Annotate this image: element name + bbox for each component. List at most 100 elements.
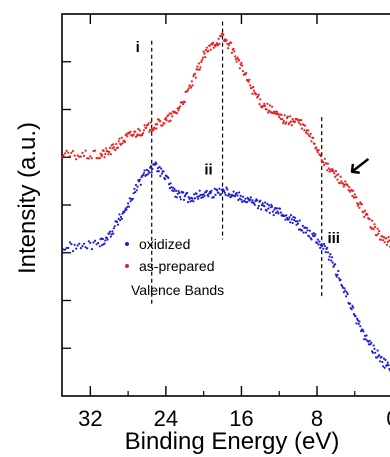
- data-point: [287, 218, 290, 221]
- data-point: [227, 47, 230, 50]
- data-point: [116, 223, 119, 226]
- data-point: [316, 238, 319, 241]
- data-point: [321, 243, 324, 247]
- data-point: [143, 124, 146, 127]
- data-point: [218, 187, 221, 190]
- data-point: [101, 153, 104, 157]
- data-point: [101, 237, 104, 241]
- data-point: [351, 194, 354, 198]
- data-point: [198, 68, 201, 71]
- data-point: [205, 46, 208, 49]
- data-point: [94, 239, 97, 242]
- data-point: [338, 182, 341, 185]
- data-point: [357, 203, 360, 206]
- data-point: [111, 230, 114, 233]
- data-point: [139, 183, 142, 186]
- data-point: [217, 191, 220, 195]
- data-point: [385, 363, 389, 367]
- data-point: [331, 261, 334, 264]
- data-point: [162, 170, 165, 173]
- data-point: [125, 208, 128, 211]
- data-point: [98, 245, 101, 248]
- data-point: [103, 242, 106, 245]
- data-point: [370, 227, 373, 230]
- data-point: [331, 168, 334, 171]
- data-point: [272, 214, 275, 217]
- data-point: [182, 103, 185, 106]
- data-point: [135, 189, 138, 192]
- data-point: [249, 198, 252, 201]
- data-point: [285, 121, 288, 124]
- data-point: [337, 269, 340, 273]
- data-point: [86, 157, 89, 160]
- data-point: [262, 104, 265, 107]
- data-point: [233, 50, 236, 53]
- data-point: [300, 229, 304, 232]
- data-point: [225, 39, 228, 42]
- data-point: [263, 205, 266, 208]
- data-point: [289, 120, 293, 123]
- data-point: [265, 209, 268, 212]
- data-point: [335, 174, 338, 177]
- data-point: [193, 197, 197, 200]
- data-point: [289, 115, 292, 118]
- data-point: [351, 304, 354, 307]
- data-point: [330, 259, 333, 262]
- data-point: [182, 198, 186, 201]
- data-point: [343, 287, 346, 290]
- data-point: [280, 113, 283, 116]
- data-point: [117, 140, 120, 143]
- data-point: [207, 49, 210, 52]
- data-point: [348, 186, 351, 189]
- data-point: [333, 172, 336, 175]
- data-point: [378, 360, 382, 363]
- data-point: [145, 168, 149, 171]
- data-point: [232, 190, 235, 193]
- data-point: [78, 242, 81, 245]
- data-point: [186, 89, 189, 92]
- data-point: [363, 338, 366, 341]
- data-point: [228, 193, 231, 196]
- data-point: [191, 197, 194, 200]
- data-point: [385, 237, 388, 240]
- data-point: [223, 189, 226, 193]
- data-point: [164, 178, 167, 181]
- data-point: [271, 205, 274, 208]
- data-point: [177, 109, 180, 112]
- data-point: [377, 232, 380, 235]
- data-point: [302, 231, 305, 234]
- data-point: [112, 143, 115, 146]
- data-point: [125, 133, 128, 136]
- data-point: [112, 146, 115, 149]
- data-point: [291, 221, 294, 225]
- data-point: [204, 49, 208, 52]
- data-point: [297, 228, 300, 231]
- data-point: [175, 189, 178, 192]
- data-point: [381, 235, 384, 238]
- data-point: [75, 247, 78, 250]
- data-point: [289, 214, 293, 217]
- data-point: [308, 135, 311, 138]
- data-point: [260, 208, 263, 211]
- data-point: [248, 78, 251, 81]
- data-point: [95, 243, 98, 246]
- data-point: [368, 218, 371, 221]
- data-point: [256, 207, 260, 210]
- data-point: [353, 193, 356, 196]
- data-point: [266, 102, 269, 105]
- data-point: [332, 170, 335, 173]
- data-point: [281, 118, 284, 121]
- legend-oxidized-marker: [125, 242, 129, 246]
- data-point: [375, 356, 378, 359]
- data-point: [193, 72, 197, 75]
- data-point: [118, 137, 121, 140]
- data-point: [376, 349, 379, 352]
- data-point: [303, 129, 306, 132]
- data-point: [360, 203, 363, 206]
- data-point: [234, 195, 237, 198]
- data-point: [152, 129, 155, 132]
- data-point: [134, 191, 137, 194]
- data-point: [121, 142, 124, 145]
- data-point: [149, 121, 152, 124]
